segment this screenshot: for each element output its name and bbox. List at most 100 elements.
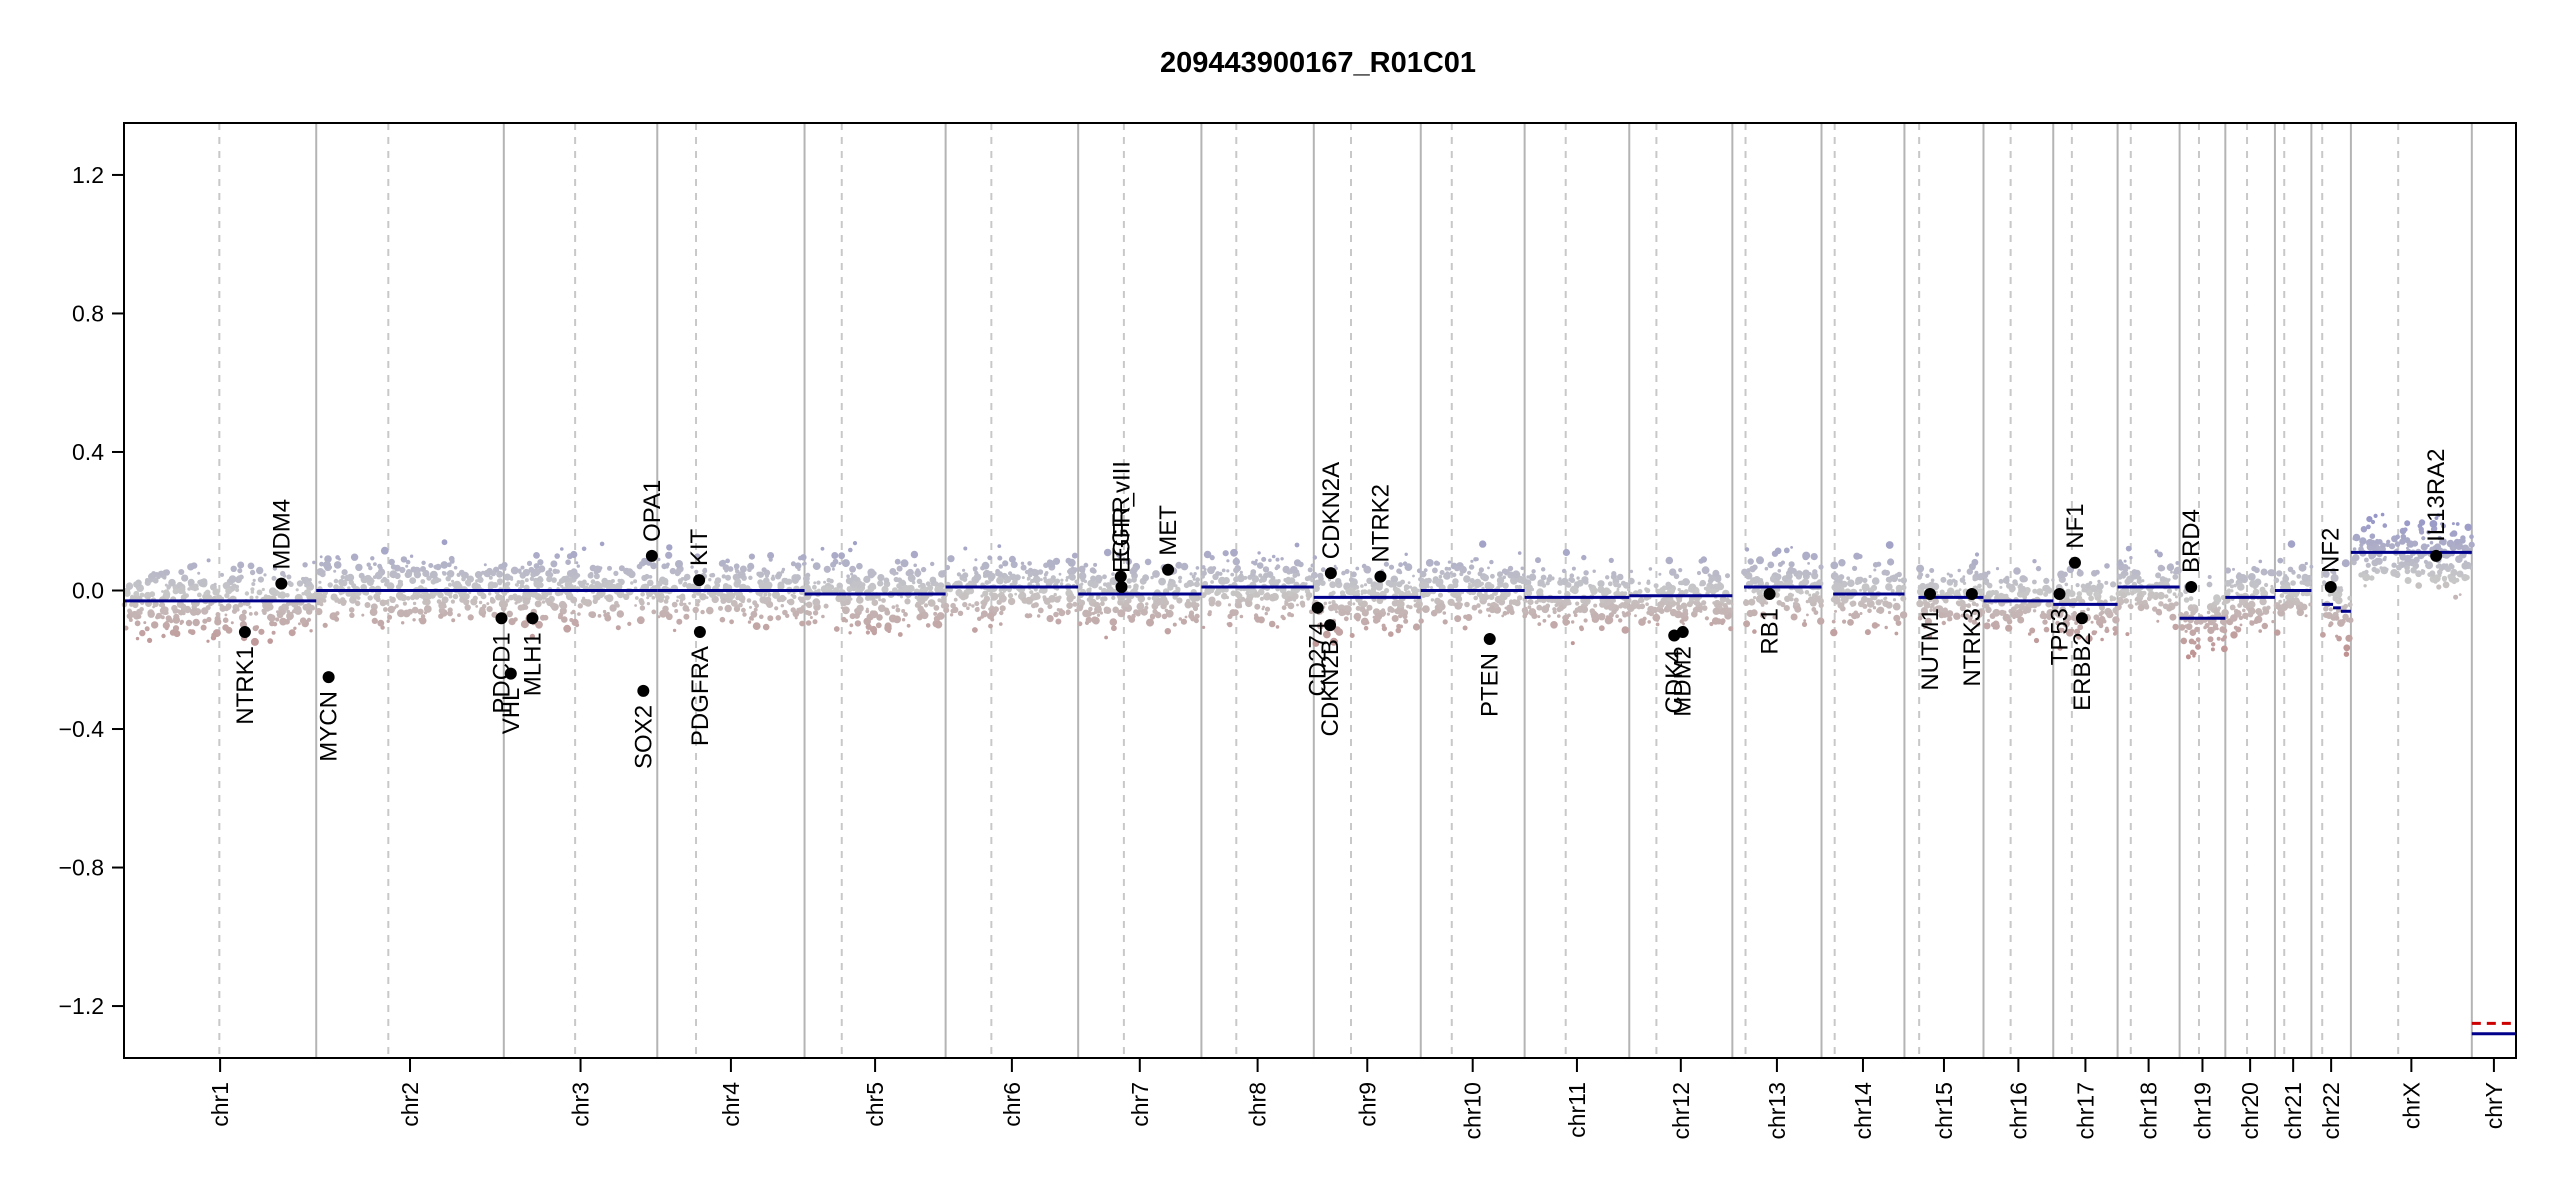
probe-point xyxy=(252,625,259,632)
probe-point xyxy=(475,605,479,608)
probe-point xyxy=(129,602,134,607)
probe-point xyxy=(399,566,406,574)
probe-point xyxy=(571,618,579,627)
probe-point xyxy=(464,579,471,586)
probe-point xyxy=(1005,574,1009,579)
probe-point xyxy=(692,606,699,614)
probe-point xyxy=(1238,573,1244,578)
probe-point xyxy=(2032,559,2037,564)
probe-point xyxy=(913,563,917,568)
probe-point xyxy=(347,586,351,590)
probe-point xyxy=(1589,608,1596,614)
probe-point xyxy=(2343,644,2351,652)
probe-point xyxy=(1621,611,1625,615)
probe-point xyxy=(2363,584,2367,588)
probe-point xyxy=(1226,559,1230,563)
probe-point xyxy=(2365,562,2371,568)
probe-point xyxy=(1039,578,1043,582)
probe-point xyxy=(2094,630,2098,634)
probe-point xyxy=(930,561,935,567)
probe-point xyxy=(546,576,553,583)
probe-point xyxy=(1583,618,1588,623)
probe-point xyxy=(375,596,381,603)
probe-point xyxy=(134,620,141,627)
probe-point xyxy=(295,588,299,592)
probe-point xyxy=(2062,620,2070,628)
probe-point xyxy=(1655,588,1661,595)
probe-point xyxy=(1645,602,1649,606)
y-tick-label: 0.4 xyxy=(72,439,104,465)
probe-point xyxy=(414,594,420,600)
probe-point xyxy=(1386,612,1390,616)
probe-point xyxy=(185,619,193,627)
probe-point xyxy=(1092,601,1099,608)
probe-point xyxy=(1416,588,1420,593)
probe-point xyxy=(1131,566,1138,574)
probe-point xyxy=(1833,582,1842,590)
probe-point xyxy=(339,578,344,584)
probe-point xyxy=(2352,554,2360,562)
probe-point xyxy=(1153,598,1162,607)
probe-point xyxy=(749,605,752,609)
probe-point xyxy=(1998,578,2004,584)
probe-point xyxy=(846,594,852,600)
probe-point xyxy=(1743,599,1750,606)
probe-point xyxy=(515,583,519,587)
probe-point xyxy=(865,630,871,635)
probe-point xyxy=(1323,630,1331,639)
probe-point xyxy=(135,636,140,641)
probe-point xyxy=(1096,594,1101,600)
probe-point xyxy=(2126,591,2131,596)
probe-point xyxy=(187,587,191,591)
probe-point xyxy=(1854,612,1861,619)
gene-label: CDKN2B xyxy=(1317,639,1344,736)
probe-point xyxy=(1521,607,1529,614)
probe-point xyxy=(2335,634,2339,638)
probe-point xyxy=(2237,583,2245,591)
probe-point xyxy=(729,619,734,625)
probe-point xyxy=(1790,546,1793,549)
probe-point xyxy=(2427,572,2433,577)
probe-point xyxy=(241,609,247,615)
probe-point xyxy=(1607,589,1612,594)
probe-point xyxy=(126,613,133,620)
probe-point xyxy=(666,544,673,551)
probe-point xyxy=(456,583,463,590)
probe-point xyxy=(1489,559,1494,565)
probe-point xyxy=(1251,575,1260,583)
probe-point xyxy=(1057,595,1062,600)
probe-point xyxy=(560,577,566,583)
probe-point xyxy=(737,571,746,579)
probe-point xyxy=(480,612,484,616)
probe-point xyxy=(228,575,237,583)
probe-point xyxy=(2175,561,2180,565)
probe-point xyxy=(1007,588,1012,593)
probe-point xyxy=(198,579,207,587)
probe-point xyxy=(1976,616,1981,621)
probe-point xyxy=(856,562,863,570)
probe-point xyxy=(2370,519,2376,525)
probe-point xyxy=(748,553,756,560)
probe-point xyxy=(2395,534,2401,540)
probe-point xyxy=(694,569,699,574)
probe-point xyxy=(2088,595,2095,602)
probe-point xyxy=(1712,569,1720,577)
probe-point xyxy=(767,592,772,597)
probe-point xyxy=(178,569,185,575)
probe-point xyxy=(1916,564,1925,573)
probe-point xyxy=(1920,607,1928,615)
probe-point xyxy=(2124,571,2129,576)
probe-point xyxy=(1065,609,1071,615)
probe-point xyxy=(237,561,245,569)
probe-point xyxy=(944,564,951,571)
probe-point xyxy=(331,613,335,617)
probe-point xyxy=(1501,568,1508,574)
probe-point xyxy=(2364,569,2369,575)
gene-marker xyxy=(2075,612,2088,625)
probe-point xyxy=(999,594,1007,603)
probe-point xyxy=(283,605,289,611)
probe-point xyxy=(895,604,899,608)
probe-point xyxy=(1918,572,1924,577)
probe-point xyxy=(1712,607,1721,615)
probe-point xyxy=(1476,591,1483,598)
